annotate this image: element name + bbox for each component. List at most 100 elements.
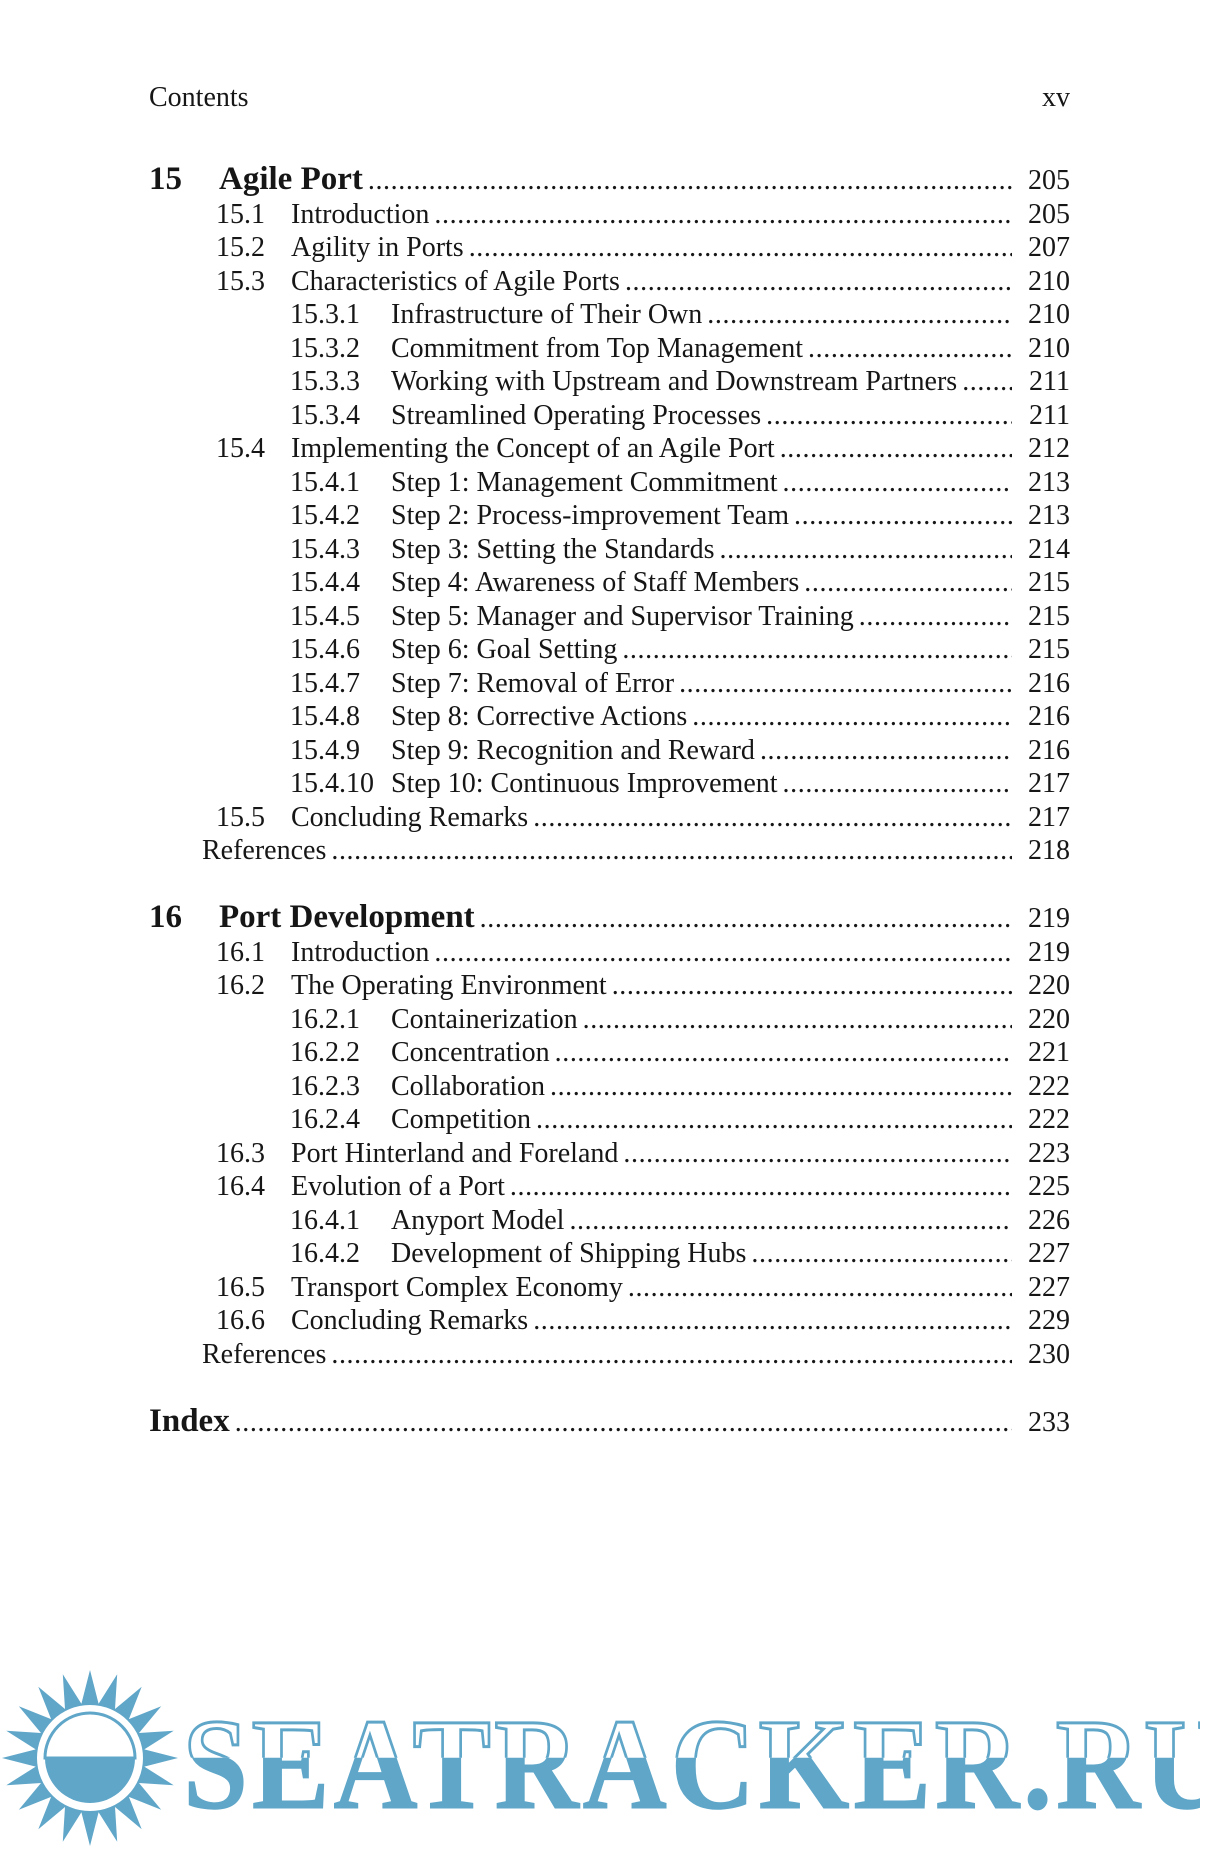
toc-row: 15.2 Agility in Ports 207: [149, 231, 1070, 265]
toc-row: 15.4.6 Step 6: Goal Setting 215: [149, 633, 1070, 667]
dot-leader: [707, 298, 1012, 332]
entry-title: Concluding Remarks: [291, 801, 529, 833]
entry-title: Containerization: [391, 1003, 578, 1035]
entry-page: 205: [1028, 165, 1070, 196]
dot-leader: [808, 332, 1012, 366]
entry-page: 205: [1028, 198, 1070, 230]
entry-number: 16.4: [216, 1171, 265, 1202]
entry-title: Competition: [391, 1104, 531, 1135]
entry-number: 16.4.1: [290, 1204, 360, 1236]
entry-number: 16.2.2: [290, 1037, 360, 1068]
toc-row: 15.4.8 Step 8: Corrective Actions 216: [149, 700, 1070, 734]
entry-title: Concluding Remarks: [291, 1305, 529, 1336]
entry-number: 16.1: [216, 936, 265, 968]
toc-row: 15.4.3 Step 3: Setting the Standards 214: [149, 533, 1070, 567]
toc-row: Index 233: [149, 1404, 1070, 1440]
entry-page: 227: [1028, 1271, 1070, 1303]
toc-row: 15.4.4 Step 4: Awareness of Staff Members…: [149, 566, 1070, 600]
entry-page: 227: [1028, 1238, 1070, 1269]
entry-title: Step 4: Awareness of Staff Members: [391, 567, 800, 598]
dot-leader: [583, 1003, 1012, 1037]
entry-page: 216: [1028, 701, 1070, 732]
toc-row: 15.5 Concluding Remarks 217: [149, 801, 1070, 835]
dot-leader: [569, 1204, 1012, 1238]
entry-number: 16.2: [216, 970, 265, 1001]
entry-page: 229: [1028, 1305, 1070, 1336]
entry-number: 15.4.8: [290, 701, 360, 732]
toc-row: 16.4.2 Development of Shipping Hubs 227: [149, 1237, 1070, 1271]
entry-title: Streamlined Operating Processes: [391, 399, 762, 431]
toc-row: 15.1 Introduction 205: [149, 198, 1070, 232]
entry-number: 16.6: [216, 1305, 265, 1336]
entry-title: Concentration: [391, 1037, 550, 1068]
toc-row: 15.4.1 Step 1: Management Commitment 213: [149, 466, 1070, 500]
page-header: Contents xv: [149, 81, 1070, 114]
entry-page: 216: [1028, 667, 1070, 699]
toc-row: 16.4.1 Anyport Model 226: [149, 1204, 1070, 1238]
entry-page: 222: [1028, 1070, 1070, 1102]
entry-number: 16.5: [216, 1271, 265, 1303]
sunburst-icon: [2, 1670, 178, 1846]
dot-leader: [760, 734, 1012, 768]
dot-leader: [628, 1271, 1012, 1305]
entry-page: 219: [1028, 903, 1070, 934]
dot-leader: [533, 1304, 1012, 1338]
entry-number: 15.4.3: [290, 533, 360, 565]
dot-leader: [962, 365, 1012, 399]
dot-leader: [555, 1036, 1012, 1070]
watermark-text: SEATRACKER.RU SEATRACKER.RU: [183, 1705, 1200, 1825]
running-title: Contents: [149, 82, 249, 113]
entry-title: Agility in Ports: [291, 232, 464, 263]
toc-row: 16.1 Introduction 219: [149, 936, 1070, 970]
entry-title: Agile Port: [219, 161, 363, 197]
entry-page: 225: [1028, 1171, 1070, 1202]
entry-number: 15.3.3: [290, 366, 360, 397]
entry-page: 220: [1028, 1003, 1070, 1035]
entry-page: 220: [1028, 970, 1070, 1001]
entry-title: Collaboration: [391, 1070, 545, 1102]
toc-row: 16 Port Development 219: [149, 900, 1070, 936]
entry-title: Step 2: Process-improvement Team: [391, 500, 790, 531]
watermark-text-solid: SEATRACKER.RU: [183, 1693, 1221, 1837]
entry-title: References: [202, 1338, 327, 1370]
dot-leader: [622, 633, 1012, 667]
dot-leader: [536, 1103, 1012, 1137]
entry-page: 215: [1028, 600, 1070, 632]
entry-number: 16.2.3: [290, 1070, 360, 1102]
entry-page: 210: [1028, 299, 1070, 330]
entry-number: 15.3.1: [290, 299, 360, 330]
entry-page: 221: [1028, 1037, 1070, 1068]
toc-row: 16.2.4 Competition 222: [149, 1103, 1070, 1137]
toc-row: 16.4 Evolution of a Port 225: [149, 1170, 1070, 1204]
dot-leader: [751, 1237, 1012, 1271]
entry-title: Step 7: Removal of Error: [391, 667, 675, 699]
dot-leader: [469, 231, 1012, 265]
entry-number: 15.4.4: [290, 567, 360, 598]
entry-page: 207: [1028, 232, 1070, 263]
toc-row: 15.4.9 Step 9: Recognition and Reward 216: [149, 734, 1070, 768]
toc-row: References 218: [149, 834, 1070, 868]
toc-row: 15 Agile Port 205: [149, 161, 1070, 198]
entry-number: 15: [149, 161, 182, 197]
toc-row: 15.4 Implementing the Concept of an Agile…: [149, 432, 1070, 466]
entry-title: Anyport Model: [391, 1204, 565, 1236]
entry-number: 16.4.2: [290, 1238, 360, 1269]
dot-leader: [804, 566, 1012, 600]
entry-number: 15.3.4: [290, 399, 360, 431]
dot-leader: [612, 969, 1012, 1003]
entry-title: Implementing the Concept of an Agile Por…: [291, 433, 775, 464]
toc-row: 16.2 The Operating Environment 220: [149, 969, 1070, 1003]
dot-leader: [720, 533, 1012, 567]
chapter-block: 16 Port Development 219 16.1 Introduction 219…: [149, 900, 1070, 1371]
dot-leader: [692, 700, 1012, 734]
entry-title: Introduction: [291, 936, 430, 968]
entry-number: 15.4.10: [290, 768, 374, 799]
entry-title: Step 1: Management Commitment: [391, 466, 778, 498]
dot-leader: [783, 466, 1012, 500]
entry-page: 217: [1028, 768, 1070, 799]
entry-page: 211: [1029, 366, 1070, 397]
entry-page: 230: [1028, 1338, 1070, 1370]
toc-row: 15.3.2 Commitment from Top Management 210: [149, 332, 1070, 366]
entry-page: 215: [1028, 567, 1070, 598]
entry-title: Development of Shipping Hubs: [391, 1238, 747, 1269]
